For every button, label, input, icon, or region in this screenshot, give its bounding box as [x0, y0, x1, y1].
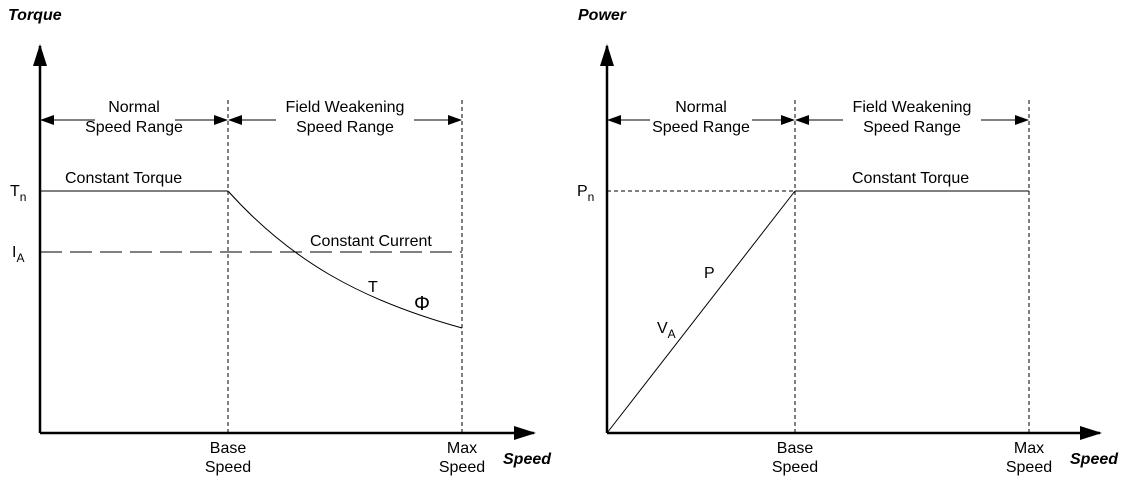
- curve-label: Constant Torque: [852, 170, 969, 187]
- torque-plot: Torque Speed Normal Speed Range Field We…: [8, 7, 552, 476]
- y-axis-title: Power: [578, 7, 627, 24]
- curve-label: Constant Current: [310, 233, 432, 250]
- region-label: Field Weakening: [286, 99, 405, 116]
- tick-label: Base: [210, 440, 247, 457]
- level-sub: n: [20, 190, 27, 204]
- label-base: V: [657, 320, 668, 337]
- curve-label: Φ: [414, 293, 430, 315]
- curve-label: T: [368, 279, 378, 296]
- level-base: P: [577, 183, 588, 200]
- region-label: Normal: [108, 99, 160, 116]
- level-label: IA: [12, 244, 24, 265]
- tick-label: Speed: [205, 459, 251, 476]
- curve-label: VA: [657, 320, 676, 341]
- level-label: Pn: [577, 183, 594, 204]
- region-label: Speed Range: [85, 119, 183, 136]
- label-sub: A: [668, 327, 676, 341]
- tick-label: Max: [447, 440, 477, 457]
- x-axis-title: Speed: [1070, 451, 1119, 468]
- level-sub: A: [16, 251, 24, 265]
- region-label: Speed Range: [296, 119, 394, 136]
- power-plot: Power Speed Normal Speed Range Field Wea…: [577, 7, 1119, 476]
- region-label: Normal: [675, 99, 727, 116]
- tick-label: Speed: [439, 459, 485, 476]
- level-label: Tn: [10, 183, 26, 204]
- x-axis-title: Speed: [503, 451, 552, 468]
- level-base: T: [10, 183, 20, 200]
- region-label: Field Weakening: [853, 99, 972, 116]
- power-ramp: [606, 190, 796, 434]
- region-label: Speed Range: [652, 119, 750, 136]
- tick-label: Speed: [772, 459, 818, 476]
- level-base: I: [12, 244, 16, 261]
- curve-label: Constant Torque: [65, 170, 182, 187]
- tick-label: Base: [777, 440, 814, 457]
- tick-label: Max: [1014, 440, 1044, 457]
- curve-label: P: [704, 265, 715, 282]
- region-label: Speed Range: [863, 119, 961, 136]
- torque-curve: [227, 190, 463, 329]
- level-sub: n: [588, 190, 595, 204]
- y-axis-title: Torque: [8, 7, 62, 24]
- tick-label: Speed: [1006, 459, 1052, 476]
